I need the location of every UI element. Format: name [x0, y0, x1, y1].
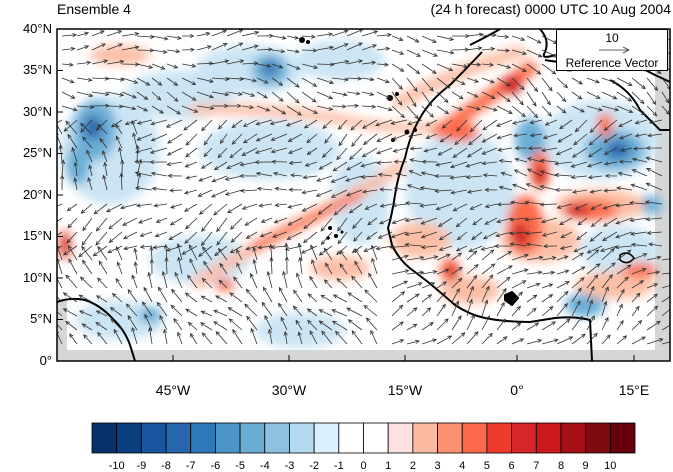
wind-vector	[137, 50, 154, 51]
colorbar-tick-label: -6	[202, 460, 228, 472]
reference-vector-value: 10	[557, 31, 667, 45]
colorbar-swatch	[413, 423, 438, 453]
lon-label-15e: 15°E	[604, 382, 664, 398]
reference-arrow-icon	[557, 44, 669, 56]
colorbar-swatch	[240, 423, 265, 453]
colorbar-tick-label: 5	[474, 460, 500, 472]
colorbar-tick-label: 6	[499, 460, 525, 472]
reference-vector-label: Reference Vector	[557, 56, 667, 70]
colorbar-swatch	[166, 423, 191, 453]
wind-vector-head	[49, 305, 53, 309]
colorbar-swatch	[191, 423, 216, 453]
lat-label-20n: 20°N	[0, 188, 52, 202]
colorbar-tick-label: 4	[449, 460, 475, 472]
colorbar-tick-label: 10	[597, 460, 623, 472]
lat-label-40n: 40°N	[0, 22, 52, 36]
lat-label-15n: 15°N	[0, 229, 52, 243]
wind-vector	[107, 106, 123, 107]
colorbar-swatch	[561, 423, 586, 453]
colorbar-tick-label: -5	[227, 460, 253, 472]
colorbar-swatch	[462, 423, 487, 453]
lon-label-45w: 45°W	[143, 382, 203, 398]
colorbar-swatch	[536, 423, 561, 453]
colorbar-swatch	[610, 423, 635, 453]
wind-vector-head	[53, 221, 57, 225]
colorbar-swatch	[487, 423, 512, 453]
colorbar-swatch	[265, 423, 290, 453]
colorbar-swatch	[388, 423, 413, 453]
colorbar-swatch	[141, 423, 166, 453]
wind-vector-head	[52, 318, 56, 322]
colorbar-swatch	[339, 423, 364, 453]
colorbar-swatch	[512, 423, 537, 453]
colorbar-tick-label: -3	[277, 460, 303, 472]
colorbar-swatch	[92, 423, 117, 453]
colorbar-tick-label: 2	[400, 460, 426, 472]
colorbar-swatch	[586, 423, 611, 453]
colorbar-swatch	[289, 423, 314, 453]
colorbar-tick-label: -7	[178, 460, 204, 472]
lat-label-25n: 25°N	[0, 146, 52, 160]
colorbar-tick-label: 7	[523, 460, 549, 472]
colorbar-tick-label: 8	[548, 460, 574, 472]
colorbar-tick-label: -2	[301, 460, 327, 472]
colorbar-swatch	[438, 423, 463, 453]
wind-vector	[498, 204, 512, 205]
colorbar-tick-label: -1	[326, 460, 352, 472]
panel-title: Ensemble 4	[57, 1, 131, 17]
colorbar-tick-label: -8	[153, 460, 179, 472]
lon-label-30w: 30°W	[259, 382, 319, 398]
lon-label-0: 0°	[487, 382, 547, 398]
colorbar-tick-label: -4	[252, 460, 278, 472]
lat-label-5n: 5°N	[0, 312, 52, 326]
wind-vector	[452, 50, 469, 51]
lat-label-35n: 35°N	[0, 63, 52, 77]
colorbar-tick-label: 9	[573, 460, 599, 472]
lat-label-10n: 10°N	[0, 271, 52, 285]
colorbar-swatch	[215, 423, 240, 453]
lon-label-15w: 15°W	[375, 382, 435, 398]
colorbar-swatch	[117, 423, 142, 453]
wind-vector-head	[48, 125, 52, 128]
colorbar-tick-label: 3	[425, 460, 451, 472]
wind-vector-head	[52, 236, 56, 240]
wind-vector-head	[50, 206, 54, 209]
colorbar-tick-label: -10	[104, 460, 130, 472]
colorbar-tick-label: 1	[375, 460, 401, 472]
colorbar-swatch	[364, 423, 389, 453]
colorbar-tick-label: 0	[351, 460, 377, 472]
lat-label-30n: 30°N	[0, 105, 52, 119]
colorbar	[92, 423, 635, 453]
colorbar-tick-label: -9	[128, 460, 154, 472]
reference-vector-legend: 10 Reference Vector	[556, 29, 668, 71]
wind-vector-head	[49, 248, 53, 251]
forecast-time: (24 h forecast) 0000 UTC 10 Aug 2004	[431, 1, 671, 17]
wind-vector-head	[50, 290, 54, 294]
lat-label-0: 0°	[0, 354, 52, 368]
colorbar-swatch	[314, 423, 339, 453]
